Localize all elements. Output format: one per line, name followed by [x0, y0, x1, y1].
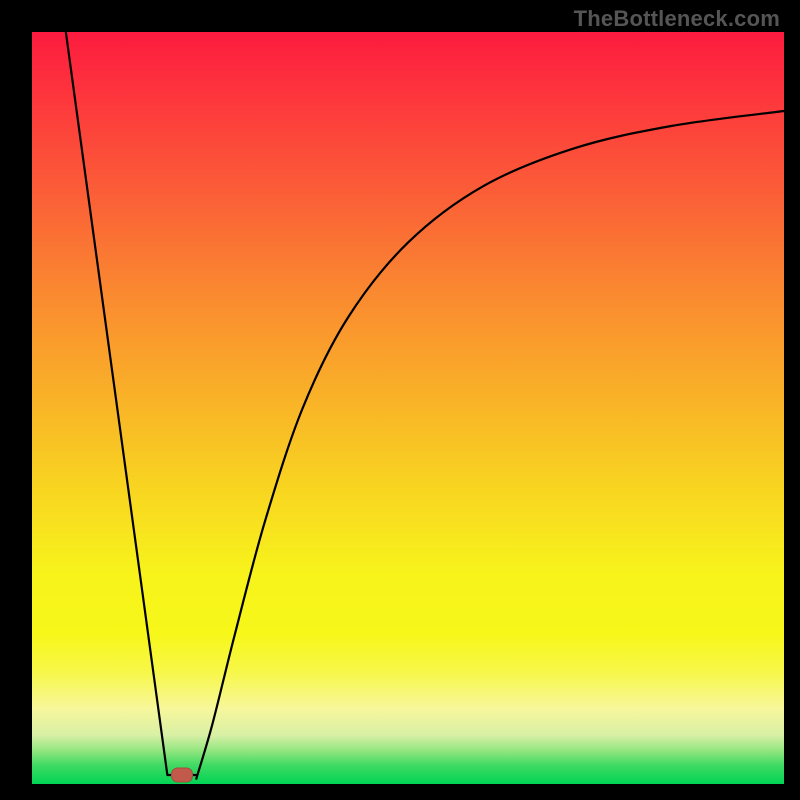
plot-area — [32, 32, 784, 784]
chart-container: TheBottleneck.com — [0, 0, 800, 800]
bottleneck-curve — [66, 32, 784, 779]
optimum-marker — [171, 767, 193, 782]
watermark-text: TheBottleneck.com — [574, 6, 780, 32]
curve-layer — [32, 32, 784, 784]
